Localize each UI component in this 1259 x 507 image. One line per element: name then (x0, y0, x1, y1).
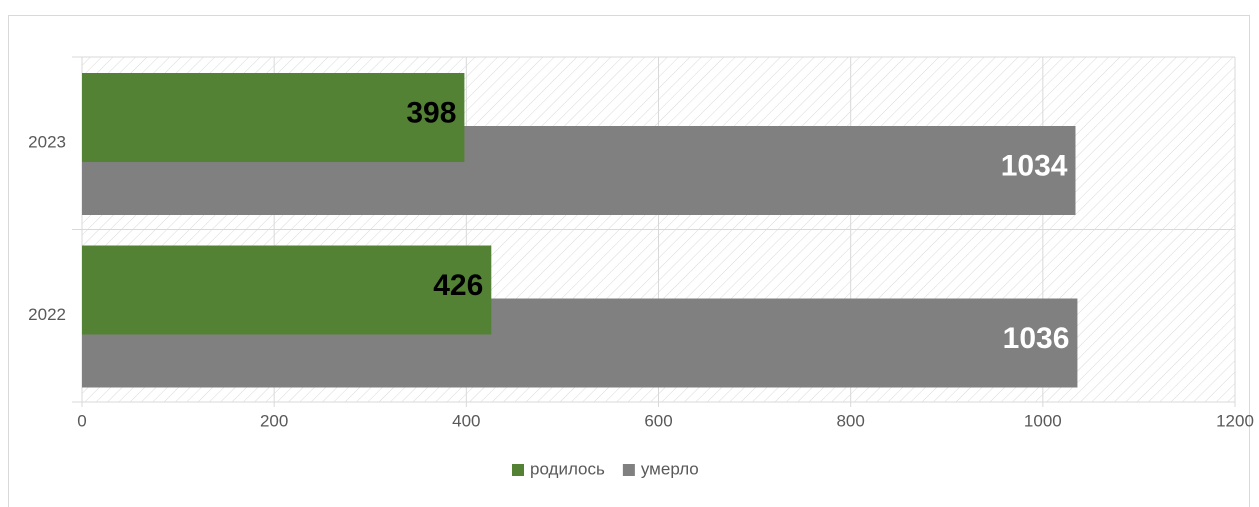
bar (82, 245, 492, 335)
data-label: 398 (406, 96, 456, 129)
bar (82, 73, 465, 162)
x-tick-label: 1000 (1024, 411, 1062, 430)
x-tick-label: 200 (260, 411, 288, 430)
data-label: 426 (433, 269, 483, 302)
x-tick-label: 0 (77, 411, 86, 430)
data-label: 1034 (1001, 149, 1068, 182)
x-tick-label: 400 (452, 411, 480, 430)
x-tick-label: 600 (644, 411, 672, 430)
legend-swatch (622, 464, 635, 476)
legend-swatch (512, 464, 524, 476)
x-tick-label: 1200 (1216, 411, 1254, 430)
x-tick-label: 800 (836, 411, 864, 430)
y-tick-label: 2022 (28, 305, 66, 324)
legend-label: умерло (641, 459, 699, 478)
legend-label: родилось (530, 459, 605, 478)
y-tick-label: 2023 (28, 133, 66, 152)
data-label: 1036 (1003, 322, 1070, 355)
